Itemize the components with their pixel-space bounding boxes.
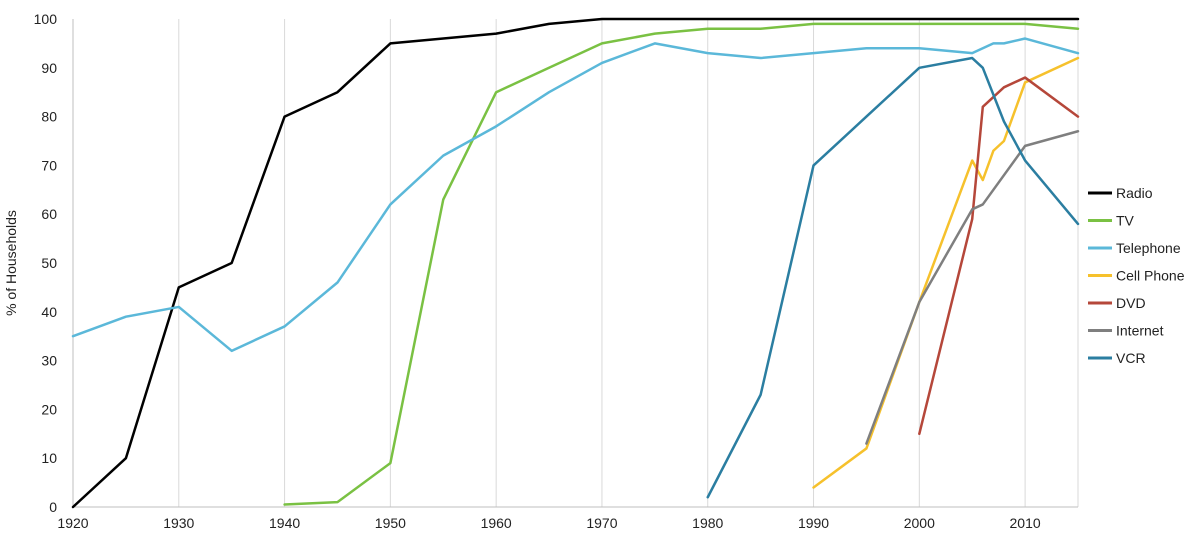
x-tick-label-1920: 1920 bbox=[57, 515, 88, 531]
x-tick-label-1980: 1980 bbox=[692, 515, 723, 531]
legend-label-tv: TV bbox=[1116, 213, 1135, 229]
x-tick-label-1950: 1950 bbox=[375, 515, 406, 531]
x-tick-label-1990: 1990 bbox=[798, 515, 829, 531]
series-line-vcr bbox=[706, 56, 1080, 499]
series-lines bbox=[71, 17, 1080, 509]
y-tick-label-50: 50 bbox=[41, 255, 57, 271]
x-tick-label-1930: 1930 bbox=[163, 515, 194, 531]
x-tick-label-2010: 2010 bbox=[1010, 515, 1041, 531]
series-line-radio bbox=[71, 17, 1080, 509]
series-line-dvd bbox=[918, 76, 1080, 436]
legend-label-cell-phone: Cell Phone bbox=[1116, 268, 1185, 284]
y-tick-label-60: 60 bbox=[41, 206, 57, 222]
series-line-cell-phone bbox=[812, 56, 1080, 489]
grid-lines bbox=[72, 19, 1079, 507]
y-tick-label-30: 30 bbox=[41, 353, 57, 369]
y-tick-label-0: 0 bbox=[49, 499, 57, 515]
series-line-telephone bbox=[71, 37, 1080, 353]
series-line-internet bbox=[865, 129, 1080, 445]
legend-label-vcr: VCR bbox=[1116, 350, 1146, 366]
legend: Radio TV Telephone Cell Phone DVD Internet VCR bbox=[1088, 185, 1185, 366]
y-tick-label-70: 70 bbox=[41, 157, 57, 173]
x-tick-label-2000: 2000 bbox=[904, 515, 935, 531]
y-tick-label-90: 90 bbox=[41, 60, 57, 76]
y-axis-title: % of Households bbox=[3, 210, 19, 316]
legend-label-radio: Radio bbox=[1116, 185, 1153, 201]
legend-label-telephone: Telephone bbox=[1116, 240, 1181, 256]
y-tick-label-100: 100 bbox=[34, 11, 58, 27]
y-tick-label-40: 40 bbox=[41, 304, 57, 320]
legend-label-internet: Internet bbox=[1116, 323, 1164, 339]
y-tick-label-80: 80 bbox=[41, 109, 57, 125]
axes: 1920 1930 1940 1950 1960 1970 1980 1990 2000 2010… bbox=[34, 11, 1078, 531]
x-tick-label-1940: 1940 bbox=[269, 515, 300, 531]
y-tick-label-20: 20 bbox=[41, 401, 57, 417]
legend-label-dvd: DVD bbox=[1116, 295, 1146, 311]
x-tick-label-1960: 1960 bbox=[481, 515, 512, 531]
x-tick-label-1970: 1970 bbox=[586, 515, 617, 531]
y-tick-label-10: 10 bbox=[41, 450, 57, 466]
series-line-tv bbox=[283, 22, 1080, 506]
